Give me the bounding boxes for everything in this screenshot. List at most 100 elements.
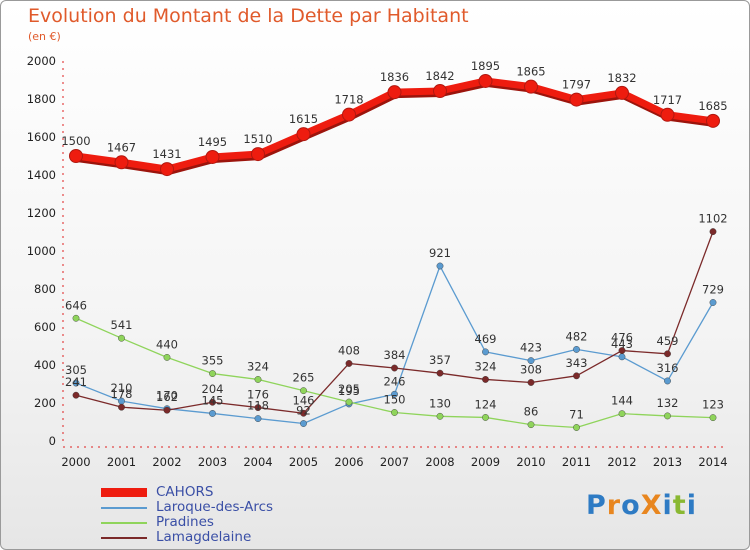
y-tick-label: 0	[49, 434, 56, 448]
chart-title: Evolution du Montant de la Dette par Hab…	[28, 5, 469, 27]
data-label-pradines: 541	[111, 318, 133, 332]
point-cahors	[615, 85, 629, 100]
data-label-lamagdelaine: 176	[247, 388, 269, 402]
data-label-pradines: 132	[657, 396, 679, 410]
proxiti-logo: ProXiti	[586, 490, 697, 521]
legend-swatch	[101, 507, 147, 509]
data-label-laroque-des-arcs: 92	[296, 404, 311, 418]
data-label-laroque-des-arcs: 170	[156, 389, 178, 403]
data-labels-layer: 1500 1467 1431 1495 1510 1615 1718 1836 1842 1895…	[61, 59, 727, 422]
x-tick-label: 2000	[61, 455, 90, 469]
data-label-cahors: 1495	[198, 135, 227, 149]
y-tick-label: 2000	[27, 54, 56, 68]
point-lamagdelaine	[618, 347, 626, 354]
data-label-pradines: 144	[611, 394, 633, 408]
point-pradines	[527, 421, 535, 429]
point-cahors	[69, 149, 83, 163]
logo-letter: i	[662, 490, 673, 521]
point-lamagdelaine	[163, 406, 171, 414]
point-laroque-des-arcs	[573, 346, 580, 353]
data-label-laroque-des-arcs: 423	[520, 341, 542, 355]
data-label-laroque-des-arcs: 729	[702, 282, 724, 296]
point-cahors	[706, 113, 720, 128]
point-laroque-des-arcs	[72, 379, 80, 387]
data-label-laroque-des-arcs: 210	[111, 381, 133, 395]
data-label-laroque-des-arcs: 246	[384, 374, 406, 388]
data-label-lamagdelaine: 178	[111, 387, 133, 401]
data-label-cahors: 1842	[425, 69, 454, 83]
legend-label: Pradines	[156, 514, 214, 530]
point-lamagdelaine	[254, 404, 262, 411]
line-chart: 0 200 400 600 800 1000 1200 1400 1600 1800 2000 200…	[27, 54, 728, 469]
data-label-cahors: 1431	[152, 147, 181, 161]
point-cahors	[478, 73, 493, 88]
x-tick-label: 2007	[380, 455, 409, 469]
legend-label: CAHORS	[156, 484, 214, 500]
y-tick-label: 1600	[27, 130, 56, 144]
point-laroque-des-arcs	[618, 353, 626, 361]
logo-letter: o	[621, 490, 641, 521]
point-pradines	[618, 410, 626, 418]
point-pradines	[573, 424, 580, 431]
logo-letter: r	[606, 490, 622, 521]
data-label-cahors: 1865	[516, 65, 545, 79]
x-tick-label: 2014	[698, 455, 727, 469]
point-lamagdelaine	[527, 379, 535, 386]
legend-label: Lamagdelaine	[156, 529, 252, 545]
y-tick-label: 1200	[27, 206, 56, 220]
point-laroque-des-arcs	[300, 420, 307, 427]
data-label-laroque-des-arcs: 118	[247, 399, 269, 413]
x-tick-label: 2013	[653, 455, 682, 469]
data-label-lamagdelaine: 459	[657, 334, 679, 348]
point-laroque-des-arcs	[209, 410, 216, 417]
point-pradines	[664, 412, 671, 420]
data-label-lamagdelaine: 476	[611, 331, 633, 345]
series-layer	[69, 73, 720, 431]
point-pradines	[709, 414, 717, 422]
x-tick-label: 2011	[562, 455, 591, 469]
data-label-laroque-des-arcs: 145	[202, 393, 224, 407]
y-tick-label: 1800	[27, 92, 56, 106]
y-tick-label: 400	[34, 358, 56, 372]
data-label-cahors: 1836	[380, 70, 409, 84]
y-tick-label: 1400	[27, 168, 56, 182]
data-label-cahors: 1685	[698, 99, 727, 113]
data-label-laroque-des-arcs: 921	[429, 246, 451, 260]
data-label-pradines: 355	[202, 354, 224, 368]
y-tick-label: 200	[34, 396, 56, 410]
data-label-cahors: 1717	[653, 93, 682, 107]
data-label-pradines: 150	[384, 393, 406, 407]
data-label-cahors: 1797	[562, 78, 591, 92]
x-tick-label: 2004	[243, 455, 272, 469]
data-label-pradines: 324	[247, 359, 269, 373]
point-pradines	[345, 398, 353, 406]
data-label-lamagdelaine: 241	[65, 375, 87, 389]
x-tick-label: 2010	[516, 455, 545, 469]
x-tick-label: 2003	[198, 455, 227, 469]
legend-label: Laroque-des-Arcs	[156, 499, 274, 515]
data-label-pradines: 71	[569, 408, 584, 422]
point-cahors	[569, 92, 584, 107]
chart-unit: (en €)	[28, 30, 61, 43]
data-label-lamagdelaine: 357	[429, 353, 451, 367]
data-label-cahors: 1718	[334, 93, 363, 107]
point-laroque-des-arcs	[482, 348, 489, 356]
data-label-pradines: 86	[524, 405, 539, 419]
x-tick-label: 2009	[471, 455, 500, 469]
x-tick-label: 2008	[425, 455, 454, 469]
point-lamagdelaine	[573, 372, 580, 380]
data-label-lamagdelaine: 343	[566, 356, 588, 370]
point-cahors	[387, 85, 402, 100]
point-lamagdelaine	[709, 228, 717, 236]
point-pradines	[300, 387, 307, 395]
data-label-pradines: 440	[156, 337, 178, 351]
point-cahors	[160, 162, 174, 177]
data-label-laroque-des-arcs: 195	[338, 384, 360, 398]
point-cahors	[660, 107, 675, 122]
point-lamagdelaine	[72, 391, 80, 399]
data-label-lamagdelaine: 146	[293, 393, 315, 407]
point-lamagdelaine	[300, 409, 307, 417]
data-label-cahors: 1615	[289, 112, 318, 126]
point-laroque-des-arcs	[254, 415, 262, 422]
